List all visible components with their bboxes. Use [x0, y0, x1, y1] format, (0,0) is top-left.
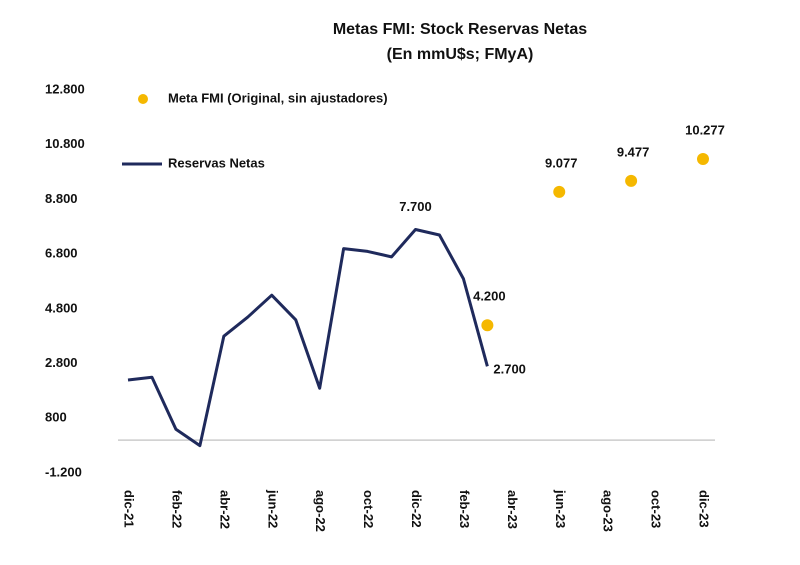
data-point: [481, 319, 494, 332]
legend-label: Reservas Netas: [168, 155, 265, 170]
data-label: 2.700: [493, 362, 526, 377]
y-tick-label: 8.800: [45, 191, 78, 206]
x-tick-label: jun-22: [265, 489, 280, 528]
y-tick-label: 4.800: [45, 300, 78, 315]
data-point: [553, 185, 566, 198]
x-tick-label: abr-23: [505, 490, 520, 529]
y-tick-label: 6.800: [45, 246, 78, 261]
data-label: 9.477: [617, 144, 650, 159]
data-label: 4.200: [473, 289, 506, 304]
data-point: [625, 174, 638, 187]
y-tick-label: 10.800: [45, 136, 85, 151]
data-label: 9.077: [545, 155, 578, 170]
data-point: [697, 153, 709, 166]
y-tick-label: 800: [45, 410, 67, 425]
legend-swatch: [138, 94, 148, 104]
data-label: 10.277: [685, 122, 725, 137]
x-tick-label: ago-23: [601, 490, 616, 532]
y-tick-label: 2.800: [45, 355, 78, 370]
x-tick-label: ago-22: [313, 490, 328, 532]
x-tick-label: feb-23: [457, 490, 472, 528]
x-tick-label: jun-23: [553, 489, 568, 528]
x-tick-label: dic-22: [409, 490, 424, 528]
x-tick-label: dic-21: [122, 490, 137, 528]
legend-label: Meta FMI (Original, sin ajustadores): [168, 90, 388, 105]
chart-subtitle: (En mmU$s; FMyA): [387, 46, 534, 63]
x-tick-label: oct-22: [361, 490, 376, 528]
x-tick-label: abr-22: [217, 490, 232, 529]
x-tick-label: feb-22: [169, 490, 184, 528]
chart-title: Metas FMI: Stock Reservas Netas: [333, 21, 587, 38]
y-tick-label: -1.200: [45, 464, 82, 479]
x-tick-label: oct-23: [649, 490, 664, 528]
data-label: 7.700: [399, 199, 432, 214]
x-tick-label: dic-23: [697, 490, 712, 528]
series-line: [127, 228, 489, 448]
y-tick-label: 12.800: [45, 81, 85, 96]
